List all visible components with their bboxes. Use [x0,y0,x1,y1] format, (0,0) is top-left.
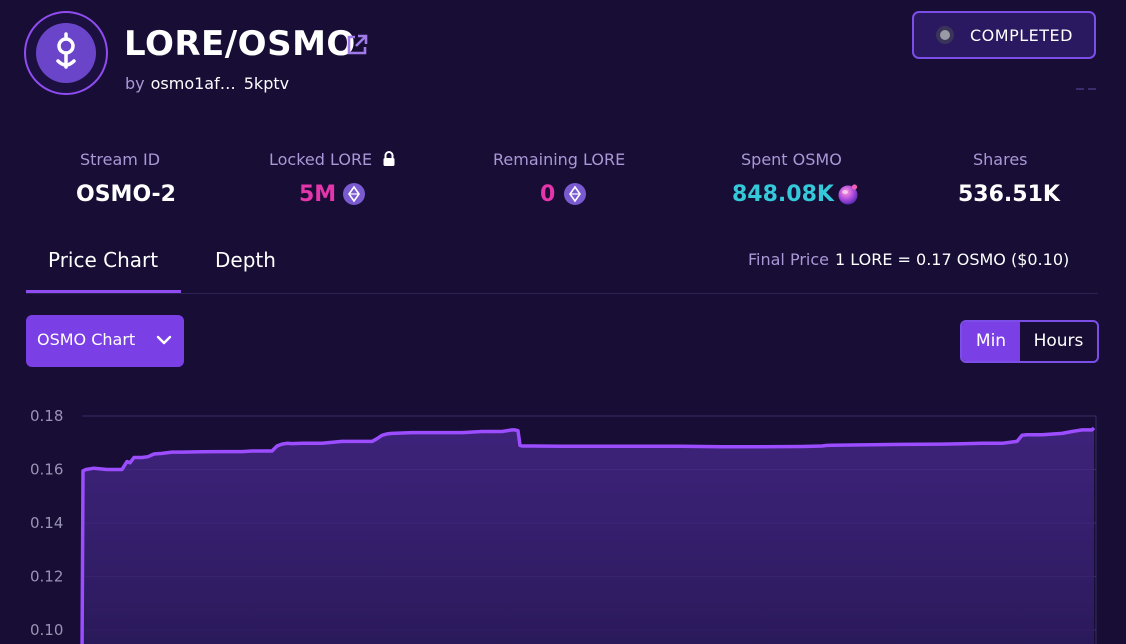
y-tick-label: 0.12 [30,568,63,586]
final-price: Final Price 1 LORE = 0.17 OSMO ($0.10) [748,249,1069,271]
lore-token-icon [564,183,586,205]
creator-line: by osmo1af… 5kptv [125,73,289,95]
stat-value-spent: 848.08K [732,182,834,207]
stat-value-remaining: 0 [540,182,556,207]
lock-icon [383,151,395,166]
stat-label-stream-id: Stream ID [80,150,161,169]
interval-min-button[interactable]: Min [962,322,1020,361]
by-label: by [125,74,145,93]
price-chart: 0.18 0.16 0.14 0.12 0.10 [30,407,1097,644]
stat-label-spent: Spent OSMO [741,150,842,169]
y-tick-label: 0.14 [30,514,63,532]
price-line [80,426,1096,644]
status-label: COMPLETED [970,26,1073,45]
active-tab-indicator [26,290,181,293]
stat-label-remaining: Remaining LORE [493,150,626,169]
stat-label-locked: Locked LORE [269,150,373,169]
osmo-token-icon [838,184,858,205]
status-badge[interactable]: COMPLETED [912,11,1096,59]
tab-divider [26,293,1098,294]
y-tick-label: 0.16 [30,461,63,479]
lore-token-icon [343,183,365,205]
osmosis-stream-logo-icon [36,23,96,83]
interval-hours-button[interactable]: Hours [1033,331,1084,351]
tab-depth[interactable]: Depth [215,248,276,272]
chart-selector-dropdown[interactable]: OSMO Chart [26,315,184,367]
interval-toggle: Min Hours [960,320,1099,363]
final-price-label: Final Price [748,250,829,269]
stat-value-stream-id: OSMO-2 [76,182,176,207]
divider-mark [1076,88,1096,90]
stream-logo [24,11,108,95]
price-area [82,428,1094,644]
page-title: LORE/OSMO [124,24,356,64]
external-link-icon[interactable] [345,33,369,57]
stat-value-shares: 536.51K [958,182,1060,207]
stat-value-locked: 5M [299,182,337,207]
y-tick-label: 0.18 [30,407,63,425]
y-tick-label: 0.10 [30,621,63,639]
status-dot-icon [936,26,954,44]
stat-label-shares: Shares [973,150,1028,169]
creator-address-tail[interactable]: 5kptv [243,74,290,93]
final-price-value: 1 LORE = 0.17 OSMO ($0.10) [835,250,1070,269]
chevron-down-icon [156,335,172,345]
chart-selector-label: OSMO Chart [37,330,136,349]
creator-address[interactable]: osmo1af… [150,74,236,93]
tab-price-chart[interactable]: Price Chart [48,248,159,272]
